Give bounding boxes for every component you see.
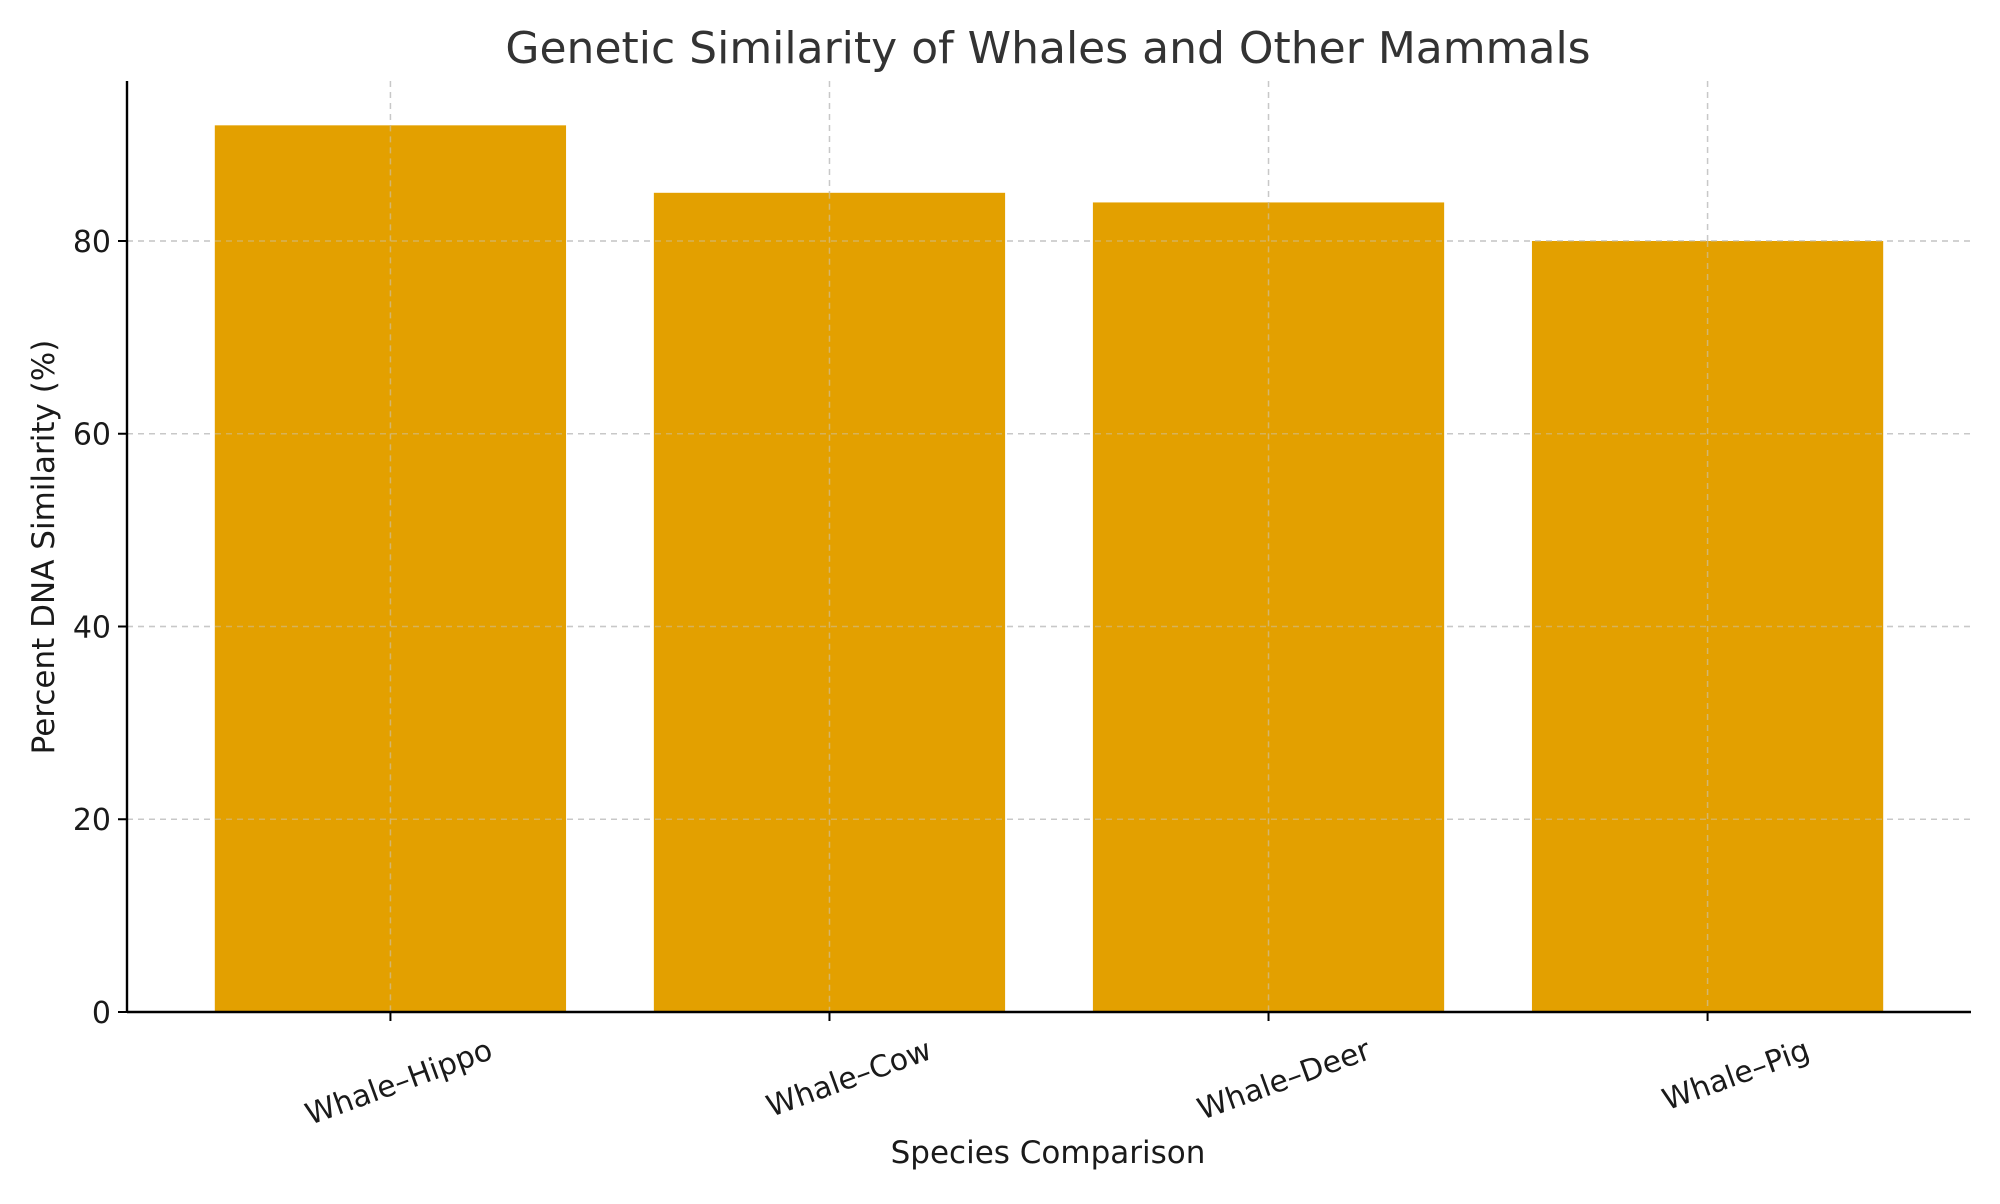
x-tick-label: Whale–Cow [762,1033,936,1125]
y-tick-label: 20 [73,803,111,838]
x-ticks: Whale–Hippo Whale–Cow Whale–Deer Whale–Pig [301,1012,1814,1133]
y-tick-label: 40 [73,610,111,645]
y-tick-label: 60 [73,418,111,453]
bars [127,125,1971,1013]
y-tick-label: 80 [73,225,111,260]
y-tick-label: 0 [92,996,111,1031]
axes [125,81,1971,1014]
chart-title: Genetic Similarity of Whales and Other M… [505,23,1590,74]
y-axis-label: Percent DNA Similarity (%) [26,340,62,755]
x-tick-label: Whale–Deer [1193,1032,1376,1127]
x-tick-label: Whale–Hippo [301,1033,497,1133]
x-tick-label: Whale–Pig [1658,1033,1814,1118]
x-axis-label: Species Comparison [891,1135,1206,1171]
y-ticks: 0 20 40 60 80 [73,225,127,1031]
